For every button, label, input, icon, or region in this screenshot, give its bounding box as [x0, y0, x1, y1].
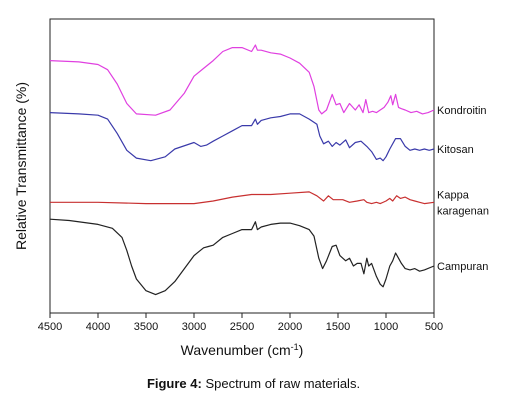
series-label-line: Kappa	[437, 189, 470, 201]
x-axis-ticks: 4500 4000 3500 3000 2500 2000 1500 1000 500	[38, 313, 443, 333]
figure-caption: Figure 4: Spectrum of raw materials.	[0, 376, 507, 391]
series-label-line: Kondroitin	[437, 105, 487, 117]
series-label-kondroitin: Kondroitin	[437, 105, 487, 117]
x-axis-title-superscript: -1	[291, 342, 299, 352]
series-line-campuran	[49, 218, 435, 296]
x-tick-label: 500	[425, 321, 443, 333]
caption-label: Figure 4:	[146, 376, 202, 391]
series-label-kitosan: Kitosan	[437, 144, 474, 156]
series-line-kappa-karagenan	[50, 191, 435, 205]
x-axis-title-end: )	[299, 342, 304, 358]
x-tick-label: 3500	[134, 321, 158, 333]
plot-frame	[49, 18, 435, 314]
x-tick-label: 4500	[38, 321, 62, 333]
series-line-kondroitin	[49, 44, 435, 116]
series-line-kitosan	[49, 112, 435, 162]
x-tick-label: 2000	[278, 321, 302, 333]
caption-text: Spectrum of raw materials.	[201, 376, 361, 391]
x-tick-label: 4000	[86, 321, 110, 333]
x-tick-label: 1500	[326, 321, 350, 333]
x-axis-title: Wavenumber (cm-1)	[181, 342, 304, 358]
series-label-campuran: Campuran	[437, 261, 488, 273]
x-tick-label: 1000	[374, 321, 398, 333]
x-tick-label: 3000	[182, 321, 206, 333]
series-label-line: Campuran	[437, 261, 488, 273]
series-label-line: Kitosan	[437, 144, 474, 156]
series-layer	[49, 44, 435, 296]
series-labels: Kondroitin Kitosan Kappa karagenan Campuran	[437, 105, 489, 273]
series-label-kappa-karagenan: Kappa karagenan	[437, 189, 489, 217]
series-label-line: karagenan	[437, 205, 489, 217]
x-tick-label: 2500	[230, 321, 254, 333]
y-axis-title: Relative Transmittance (%)	[13, 82, 29, 250]
